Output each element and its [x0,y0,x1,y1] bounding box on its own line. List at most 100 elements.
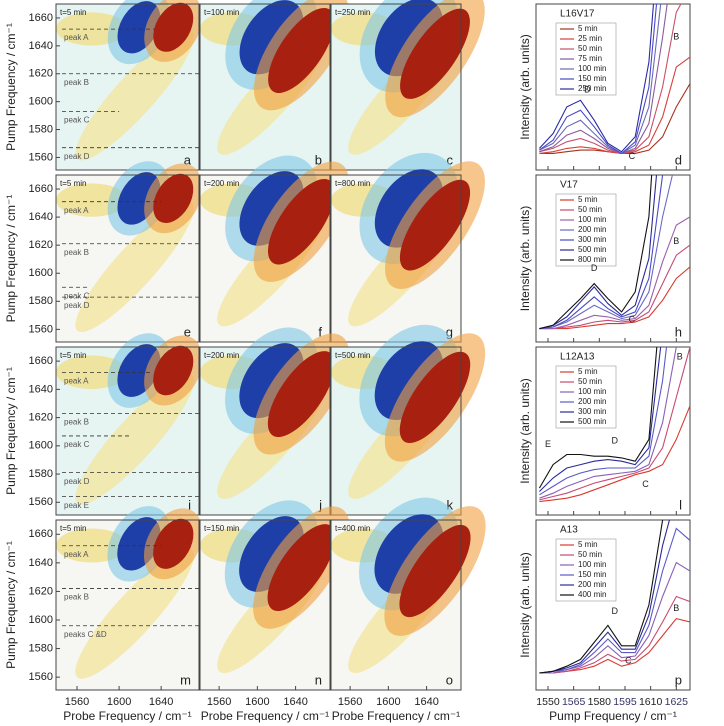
panel-letter: f [318,324,322,339]
x-axis-label: Probe Frequency / cm⁻¹ [201,709,329,723]
y-axis-label: Intensity (arb. units) [518,206,532,311]
contour-peak [153,2,194,52]
time-label: t=150 min [204,524,239,533]
y-tick-label: 1600 [29,96,53,108]
contour-peak [267,524,336,612]
time-label: t=200 min [204,179,239,188]
panel-letter: k [447,497,454,512]
time-label: t=800 min [335,179,370,188]
peak-label: peak A [64,33,89,42]
legend-label: 100 min [578,560,606,569]
spectrum-line [539,347,668,496]
peak-letter: C [629,151,636,161]
y-axis-label: Pump Frequency / cm⁻¹ [4,23,18,151]
curves [539,520,690,674]
contour-peak [267,351,335,438]
panel-letter: b [315,152,322,167]
contour-peak [153,518,194,569]
contour-band [75,548,195,679]
panel-letter: h [675,324,682,339]
curves [538,4,690,155]
legend-label: 200 min [578,397,606,406]
y-tick-label: 1620 [29,585,53,597]
peak-letter: C [629,315,636,325]
x-tick-label: 1600 [376,696,400,708]
panel-letter: n [315,672,322,687]
panel-letter: d [675,152,682,167]
y-tick-label: 1640 [29,40,53,52]
spectrum-line [539,527,690,674]
peak-label: peak A [64,206,89,215]
spectrum-line [538,347,658,489]
panel-letter: e [184,324,191,339]
x-tick-label: 1560 [207,696,231,708]
spectrum-title: A13 [560,525,578,536]
y-tick-label: 1640 [29,211,53,223]
panel-letter: g [446,324,453,339]
spectrum-line [539,244,690,330]
contour-peak [268,7,335,93]
panel-letter: l [679,497,682,512]
peak-letter: E [545,439,551,449]
spectrum-title: L16V17 [560,9,595,20]
legend-label: 500 min [578,417,606,426]
peak-label: peak A [64,550,89,559]
peak-letter: B [673,32,679,42]
y-tick-label: 1660 [29,12,53,24]
spectrum-line [539,4,658,155]
spectrum-line [539,347,690,501]
contour-peak [153,345,194,396]
peak-label: peak E [64,501,89,510]
x-tick-label: 1640 [149,696,173,708]
time-label: t=200 min [204,351,239,360]
time-label: t=100 min [204,8,239,17]
peak-label: peak D [64,301,90,310]
legend-label: 250 min [578,84,606,93]
x-tick-label: 1595 [613,696,637,708]
legend-label: 50 min [578,44,602,53]
legend-label: 150 min [578,570,606,579]
legend-label: 50 min [578,550,602,559]
panel-letter: a [184,152,192,167]
panel-letter: p [675,672,682,687]
spectrum-line [539,4,682,154]
x-tick-label: 1565 [562,696,586,708]
legend-label: 300 min [578,235,606,244]
x-axis-label: Probe Frequency / cm⁻¹ [63,709,191,723]
y-tick-label: 1560 [29,323,53,335]
y-tick-label: 1580 [29,468,53,480]
y-axis-label: Intensity (arb. units) [518,378,532,483]
x-axis-label: Probe Frequency / cm⁻¹ [332,709,460,723]
spectrum-title: L12A13 [560,352,595,363]
legend-label: 400 min [578,590,606,599]
spectrum-line [539,56,690,154]
spectrum-line [539,4,668,154]
curves [539,175,690,330]
legend-label: 200 min [578,580,606,589]
peak-letter: D [611,435,618,445]
peak-label: peaks C &D [64,630,107,639]
peak-label: peak B [64,417,89,426]
y-tick-label: 1560 [29,671,53,683]
y-axis-label: Intensity (arb. units) [518,34,532,139]
peak-label: peak D [64,477,90,486]
peak-label: peak B [64,248,89,257]
panel-frame [330,519,462,691]
spectrum-line [539,175,658,330]
x-tick-label: 1640 [283,696,307,708]
legend-box [555,538,617,602]
curves [538,347,690,503]
contour-band [75,201,194,333]
y-axis-label: Pump Frequency / cm⁻¹ [4,541,18,669]
x-tick-label: 1600 [245,696,269,708]
x-tick-label: 1560 [65,696,89,708]
spectrum-line [539,520,690,674]
peak-label: peak D [64,152,90,161]
panel-letter: j [318,497,322,512]
legend-label: 5 min [578,540,598,549]
panel-letter: i [188,497,191,512]
y-tick-label: 1580 [29,123,53,135]
panel-letter: o [446,672,453,687]
panel-frame [535,346,691,516]
